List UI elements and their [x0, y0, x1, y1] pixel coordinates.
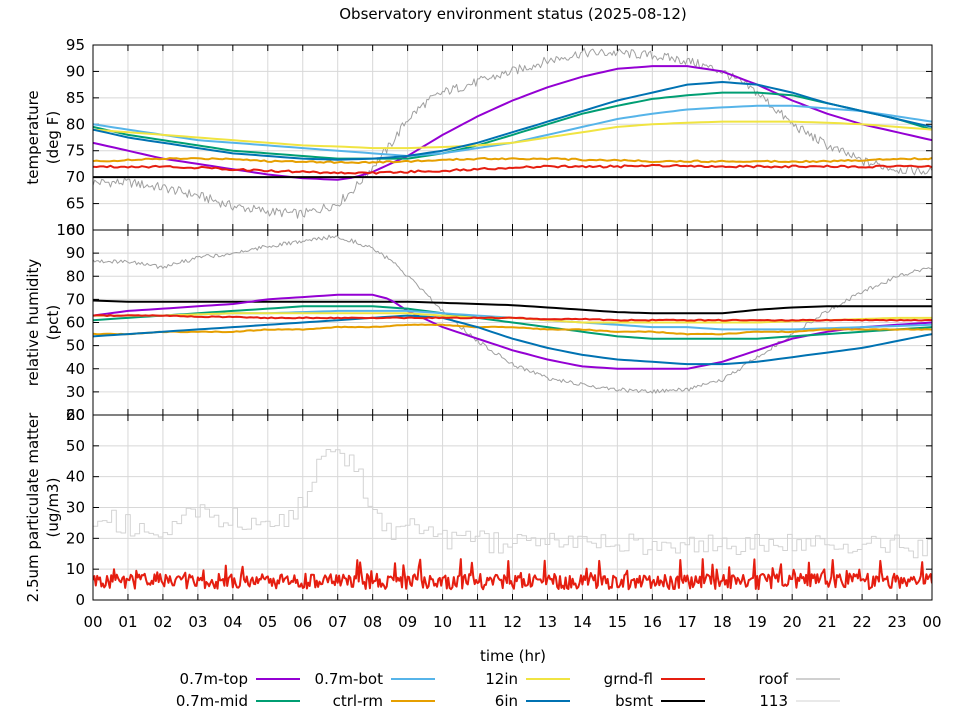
- pm25-y-tick-label: 40: [66, 468, 85, 486]
- series-line-6in: [93, 314, 932, 366]
- x-tick-label: 07: [328, 613, 347, 631]
- pm25-y-tick-label: 20: [66, 529, 85, 547]
- humidity-y-tick-label: 100: [56, 221, 85, 239]
- temperature-y-tick-label: 60: [66, 221, 85, 239]
- pm25-y-tick-label: 10: [66, 560, 85, 578]
- x-tick-label: 01: [118, 613, 137, 631]
- legend: 0.7m-top 0.7m-bot 12in grnd-fl roof 0.7m-mid c…: [176, 670, 840, 710]
- series-line-0.7m-top: [93, 293, 932, 370]
- series-line-grnd-fl: [93, 163, 932, 175]
- humidity-y-tick-label: 90: [66, 244, 85, 262]
- x-tick-label: 22: [853, 613, 872, 631]
- x-tick-label: 06: [293, 613, 312, 631]
- chart-title: Observatory environment status (2025-08-…: [339, 5, 687, 23]
- pm25-y-tick-label: 50: [66, 437, 85, 455]
- series-line-ctrl-rm: [93, 157, 932, 164]
- pm25-y-tick-label: 0: [75, 591, 85, 609]
- series-line-roof: [93, 234, 932, 394]
- x-tick-label: 03: [188, 613, 207, 631]
- x-tick-label: 04: [223, 613, 242, 631]
- legend-label-0.7m-bot: 0.7m-bot: [315, 670, 384, 688]
- panel-temperature: 60 65 70 75 80 85 90 95 temperature (deg F): [24, 36, 933, 239]
- series-line-grnd-fl: [93, 558, 932, 591]
- panel-pm25: 0 10 20 30 40 50 60 2.5um particulate matter (ug…: [24, 406, 933, 609]
- humidity-y-tick-label: 60: [66, 314, 85, 332]
- legend-label-0.7m-top: 0.7m-top: [180, 670, 248, 688]
- series-line-6in: [93, 81, 932, 161]
- temperature-y-tick-label: 90: [66, 62, 85, 80]
- humidity-y-tick-label: 70: [66, 290, 85, 308]
- temperature-y-tick-label: 65: [66, 195, 85, 213]
- x-tick-label: 17: [678, 613, 697, 631]
- x-tick-label: 16: [643, 613, 662, 631]
- series-line-0.7m-mid: [93, 91, 932, 160]
- legend-label-grnd-fl: grnd-fl: [604, 670, 653, 688]
- x-tick-label: 21: [818, 613, 837, 631]
- humidity-y-axis-label: relative humidity: [24, 259, 42, 387]
- temperature-y-tick-label: 70: [66, 168, 85, 186]
- legend-label-0.7m-mid: 0.7m-mid: [176, 692, 248, 710]
- pm25-y-tick-label: 60: [66, 406, 85, 424]
- panel-humidity: 20 30 40 50 60 70 80 90 100 relative humidity (pct…: [24, 221, 933, 424]
- legend-label-113: 113: [759, 692, 788, 710]
- pm25-y-axis-label: (ug/m3): [44, 478, 62, 538]
- series-line-bsmt: [93, 299, 932, 315]
- pm25-y-tick-label: 30: [66, 499, 85, 517]
- humidity-y-tick-label: 50: [66, 337, 85, 355]
- x-tick-label: 11: [468, 613, 487, 631]
- temperature-y-axis-label: temperature: [24, 90, 42, 184]
- legend-label-bsmt: bsmt: [615, 692, 653, 710]
- series-line-12in: [93, 120, 932, 150]
- x-tick-label: 14: [573, 613, 592, 631]
- pm25-frame: [92, 414, 933, 601]
- x-tick-label: 19: [748, 613, 767, 631]
- series-line-113: [93, 449, 932, 559]
- x-tick-label: 12: [503, 613, 522, 631]
- x-tick-label: 09: [398, 613, 417, 631]
- humidity-y-tick-label: 80: [66, 267, 85, 285]
- series-line-grnd-fl: [93, 314, 932, 322]
- x-tick-label: 02: [153, 613, 172, 631]
- temperature-y-tick-label: 80: [66, 115, 85, 133]
- x-tick-label: 10: [433, 613, 452, 631]
- x-tick-label: 00: [922, 613, 941, 631]
- x-tick-label: 20: [783, 613, 802, 631]
- pm25-y-axis-label: 2.5um particulate matter: [24, 412, 42, 602]
- x-axis-label: time (hr): [480, 647, 546, 665]
- temperature-y-tick-label: 75: [66, 142, 85, 160]
- x-tick-label: 05: [258, 613, 277, 631]
- x-tick-label: 15: [608, 613, 627, 631]
- humidity-y-tick-label: 40: [66, 360, 85, 378]
- humidity-y-axis-label: (pct): [44, 305, 62, 340]
- x-tick-label: 13: [538, 613, 557, 631]
- series-line-ctrl-rm: [93, 323, 932, 336]
- x-tick-label: 00: [83, 613, 102, 631]
- series-line-0.7m-mid: [93, 305, 932, 340]
- temperature-y-tick-label: 95: [66, 36, 85, 54]
- humidity-y-tick-label: 30: [66, 383, 85, 401]
- x-tick-label: 23: [887, 613, 906, 631]
- temperature-y-tick-label: 85: [66, 89, 85, 107]
- temperature-y-axis-label: (deg F): [44, 111, 62, 164]
- legend-label-12in: 12in: [485, 670, 518, 688]
- legend-label-roof: roof: [759, 670, 789, 688]
- humidity-y-tick-label: 20: [66, 406, 85, 424]
- legend-label-ctrl-rm: ctrl-rm: [333, 692, 383, 710]
- x-tick-label: 18: [713, 613, 732, 631]
- x-tick-label: 08: [363, 613, 382, 631]
- legend-label-6in: 6in: [495, 692, 518, 710]
